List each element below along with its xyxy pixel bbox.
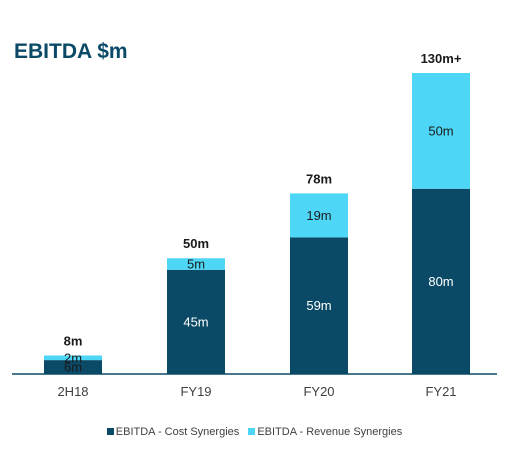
- legend-item-revenue-synergies: EBITDA - Revenue Synergies: [248, 426, 402, 438]
- x-tick-label-2h18: 2H18: [57, 384, 88, 399]
- bar-cost-2h18: [44, 360, 102, 374]
- x-tick-label-fy20: FY20: [303, 384, 334, 399]
- total-label-fy21: 130m+: [421, 51, 462, 66]
- legend-swatch-revenue: [248, 428, 256, 435]
- data-label-cost-fy20: 59m: [306, 298, 331, 313]
- bar-cost-fy20: [290, 237, 348, 374]
- data-label-cost-2h18: 6m: [64, 360, 82, 375]
- data-label-revenue-2h18: 2m: [64, 350, 82, 365]
- data-label-revenue-fy19: 5m: [187, 257, 205, 272]
- legend-swatch-cost: [106, 428, 114, 435]
- x-tick-label-fy19: FY19: [180, 384, 211, 399]
- bar-revenue-fy21: [412, 73, 470, 189]
- data-label-revenue-fy21: 50m: [428, 123, 453, 138]
- legend-label-cost: EBITDA - Cost Synergies: [115, 426, 240, 438]
- chart-title: EBITDA $m: [14, 40, 128, 63]
- data-label-cost-fy21: 80m: [428, 274, 453, 289]
- total-label-fy19: 50m: [183, 236, 209, 251]
- x-tick-label-fy21: FY21: [425, 384, 456, 399]
- legend-item-cost-synergies: EBITDA - Cost Synergies: [106, 426, 240, 438]
- bar-revenue-2h18: [44, 355, 102, 361]
- bar-cost-fy19: [167, 269, 225, 374]
- data-label-revenue-fy20: 19m: [306, 208, 331, 223]
- data-label-cost-fy19: 45m: [183, 314, 208, 329]
- bar-revenue-fy20: [290, 193, 348, 238]
- total-label-2h18: 8m: [64, 333, 83, 348]
- total-label-fy20: 78m: [306, 171, 332, 186]
- bar-revenue-fy19: [167, 258, 225, 270]
- legend-label-revenue: EBITDA - Revenue Synergies: [257, 426, 403, 438]
- legend: EBITDA - Cost Synergies EBITDA - Revenue…: [0, 426, 509, 438]
- bars-layer: [44, 73, 470, 374]
- bar-cost-fy21: [412, 188, 470, 374]
